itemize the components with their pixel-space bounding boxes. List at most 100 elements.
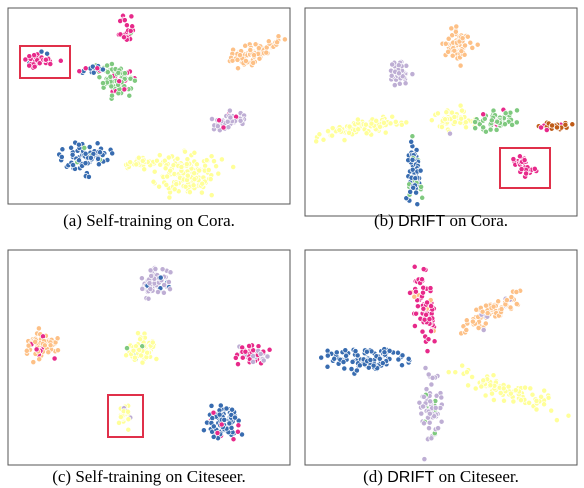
point [167, 167, 174, 174]
point [413, 310, 419, 317]
point [139, 157, 146, 164]
point [457, 62, 464, 69]
point [239, 431, 245, 438]
point [445, 369, 452, 376]
point [147, 286, 154, 292]
caption-part: (d) [363, 467, 383, 486]
point [341, 137, 348, 144]
point [165, 279, 172, 285]
point [388, 72, 395, 79]
point [156, 183, 163, 190]
point [210, 409, 217, 416]
point [30, 359, 37, 366]
point [38, 48, 45, 55]
point [553, 417, 560, 424]
point [250, 358, 257, 365]
point [469, 44, 476, 51]
point [207, 176, 214, 183]
point [407, 289, 413, 296]
point [126, 92, 133, 99]
point [42, 56, 49, 63]
panel [304, 7, 578, 217]
caption: (b) DRIFT on Cora. [374, 211, 508, 230]
caption: (d) DRIFT on Citeseer. [363, 467, 519, 486]
point [396, 70, 402, 77]
point [451, 114, 458, 120]
point [395, 356, 402, 363]
point [513, 301, 520, 307]
point [199, 180, 206, 187]
point [458, 115, 465, 122]
point [166, 194, 173, 201]
point [160, 289, 167, 296]
point [527, 385, 534, 392]
point [478, 383, 485, 390]
point [365, 364, 372, 371]
point [412, 288, 419, 295]
point [362, 121, 369, 128]
point [234, 56, 241, 63]
point [480, 124, 487, 131]
point [452, 369, 459, 376]
point [420, 284, 427, 291]
point [482, 128, 489, 135]
point [232, 354, 239, 361]
point [235, 422, 242, 429]
point [191, 176, 198, 183]
point [494, 118, 501, 125]
point [429, 374, 436, 381]
point [548, 407, 555, 414]
point [403, 195, 410, 202]
point [502, 121, 508, 128]
point [346, 123, 353, 130]
caption: (c) Self-training on Citeseer. [52, 467, 246, 486]
point [266, 346, 273, 353]
point [221, 416, 228, 423]
point [472, 125, 479, 132]
point [474, 41, 481, 48]
point [139, 285, 146, 292]
point [121, 86, 128, 93]
panel-frame [304, 249, 578, 466]
point [377, 123, 383, 130]
point [421, 316, 428, 323]
point [157, 161, 164, 168]
point [76, 68, 83, 75]
point [340, 359, 347, 365]
point [210, 423, 217, 430]
point [216, 411, 223, 418]
point [356, 362, 363, 369]
point [381, 119, 387, 126]
point [99, 66, 106, 73]
point [226, 107, 233, 114]
point [223, 405, 230, 412]
point [419, 194, 426, 201]
point [432, 404, 439, 411]
point [512, 387, 519, 394]
point [133, 161, 140, 168]
point [45, 349, 52, 356]
point [346, 129, 353, 136]
caption-part: on Cora. [176, 211, 235, 230]
point [348, 366, 355, 372]
point [209, 116, 215, 122]
point [389, 61, 396, 68]
caption: (a) Self-training on Cora. [63, 211, 235, 230]
point [333, 349, 340, 356]
point [182, 148, 188, 155]
point [459, 35, 466, 42]
point [82, 65, 89, 72]
caption-part: on Cora. [449, 211, 508, 230]
point [482, 320, 489, 327]
point [150, 178, 157, 185]
point [431, 413, 438, 420]
point [87, 154, 94, 161]
point [136, 346, 143, 353]
point [211, 158, 217, 165]
point [449, 109, 455, 116]
point [459, 362, 466, 369]
point [121, 17, 128, 24]
point [421, 420, 427, 427]
point [123, 352, 130, 359]
point [426, 410, 433, 417]
